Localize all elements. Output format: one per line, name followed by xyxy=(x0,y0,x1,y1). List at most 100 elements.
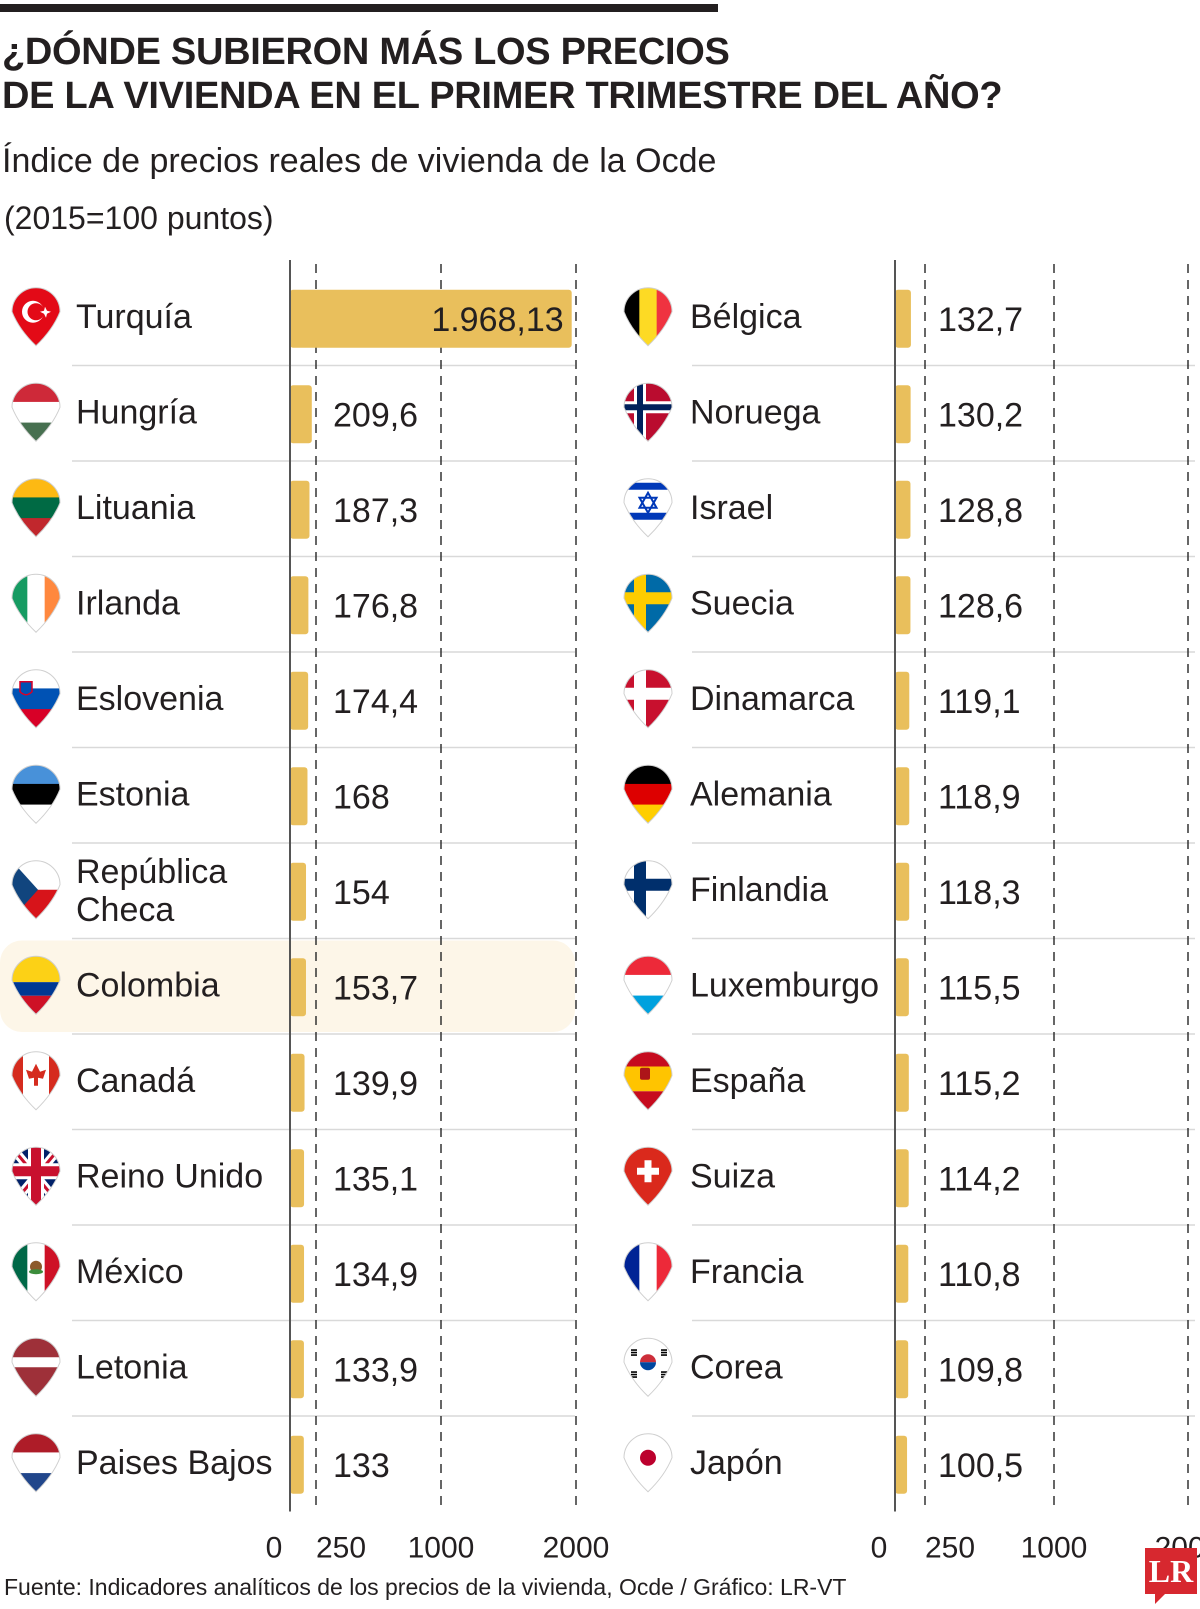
value-label: 109,8 xyxy=(938,1351,1023,1389)
country-label: Dinamarca xyxy=(690,680,854,718)
denmark-flag-icon xyxy=(623,669,673,729)
bar xyxy=(290,1244,305,1303)
country-label: Suiza xyxy=(690,1157,775,1195)
bar xyxy=(895,480,911,539)
title-line: DE LA VIVIENDA EN EL PRIMER TRIMESTRE DE… xyxy=(2,75,1003,117)
country-label: Colombia xyxy=(76,966,220,1004)
bar xyxy=(895,862,910,921)
estonia-flag-icon xyxy=(11,764,61,824)
country-label: Suecia xyxy=(690,584,794,622)
bar xyxy=(895,958,909,1017)
bar xyxy=(895,1053,909,1112)
belgium-flag-icon xyxy=(623,287,673,347)
mexico-flag-icon xyxy=(11,1242,61,1302)
value-label: 132,7 xyxy=(938,301,1023,339)
korea-flag-icon xyxy=(623,1337,673,1397)
tick-label: 250 xyxy=(316,1532,366,1565)
value-label: 174,4 xyxy=(333,683,418,721)
value-label: 115,2 xyxy=(938,1065,1021,1103)
bar xyxy=(895,1340,909,1399)
chart-subtitle: Índice de precios reales de vivienda de … xyxy=(2,142,717,180)
sweden-flag-icon xyxy=(623,573,673,633)
value-label: 133,9 xyxy=(333,1351,418,1389)
country-label: México xyxy=(76,1253,184,1291)
bar xyxy=(895,1435,908,1494)
bar xyxy=(895,767,910,826)
bar xyxy=(290,576,309,635)
bar xyxy=(895,1244,909,1303)
country-label: Letonia xyxy=(76,1348,188,1386)
bar xyxy=(290,767,308,826)
bar xyxy=(290,480,310,539)
bar xyxy=(895,385,911,444)
value-label: 118,9 xyxy=(938,778,1021,816)
lr-logo: LR xyxy=(1145,1548,1197,1594)
value-label: 128,6 xyxy=(938,587,1023,625)
value-label: 1.968,13 xyxy=(431,301,563,339)
tick-label: 1000 xyxy=(408,1532,475,1565)
finland-flag-icon xyxy=(623,860,673,920)
tick-label: 250 xyxy=(925,1532,975,1565)
highlight-row xyxy=(0,940,575,1032)
country-label: Corea xyxy=(690,1348,783,1386)
country-label: Estonia xyxy=(76,775,189,813)
israel-flag-icon xyxy=(623,478,673,538)
country-label: Japón xyxy=(690,1444,783,1482)
spain-flag-icon xyxy=(623,1051,673,1111)
norway-flag-icon xyxy=(623,382,673,442)
value-label: 154 xyxy=(333,874,390,912)
top-rule xyxy=(0,4,718,12)
bar xyxy=(290,1053,305,1112)
bar xyxy=(895,576,911,635)
bar xyxy=(895,289,911,348)
uk-flag-icon xyxy=(11,1146,61,1206)
value-label: 135,1 xyxy=(333,1160,418,1198)
bar xyxy=(290,1149,305,1208)
japan-flag-icon xyxy=(623,1433,673,1493)
bar xyxy=(290,289,572,348)
country-label: Canadá xyxy=(76,1062,195,1100)
bar xyxy=(290,958,306,1017)
value-label: 118,3 xyxy=(938,874,1021,912)
country-label: Luxemburgo xyxy=(690,966,879,1004)
ireland-flag-icon xyxy=(11,573,61,633)
bar xyxy=(290,385,312,444)
lr-logo-tail xyxy=(1155,1594,1165,1604)
tick-label: 2000 xyxy=(543,1532,610,1565)
bar xyxy=(895,671,910,730)
value-label: 209,6 xyxy=(333,396,418,434)
luxembourg-flag-icon xyxy=(623,955,673,1015)
country-label: Paises Bajos xyxy=(76,1444,273,1482)
value-label: 115,5 xyxy=(938,969,1021,1007)
value-label: 187,3 xyxy=(333,492,418,530)
chart-title: ¿DÓNDE SUBIERON MÁS LOS PRECIOS DE LA VI… xyxy=(2,30,1102,118)
country-label: República Checa xyxy=(76,853,227,929)
tick-label: 0 xyxy=(266,1532,283,1565)
value-label: 134,9 xyxy=(333,1256,418,1294)
value-label: 153,7 xyxy=(333,969,418,1007)
netherlands-flag-icon xyxy=(11,1433,61,1493)
country-label: España xyxy=(690,1062,805,1100)
country-label: Noruega xyxy=(690,393,821,431)
country-label: Irlanda xyxy=(76,584,180,622)
value-label: 139,9 xyxy=(333,1065,418,1103)
country-label: Eslovenia xyxy=(76,680,224,718)
value-label: 100,5 xyxy=(938,1447,1023,1485)
country-label: Reino Unido xyxy=(76,1157,263,1195)
country-label: Turquía xyxy=(76,298,192,336)
country-label: Israel xyxy=(690,489,773,527)
country-label: Francia xyxy=(690,1253,803,1291)
value-label: 114,2 xyxy=(938,1160,1021,1198)
country-label: Lituania xyxy=(76,489,195,527)
country-label: Alemania xyxy=(690,775,832,813)
country-label: Bélgica xyxy=(690,298,802,336)
country-label: Hungría xyxy=(76,393,197,431)
slovenia-flag-icon xyxy=(11,669,61,729)
bar xyxy=(290,671,309,730)
value-label: 133 xyxy=(333,1447,390,1485)
lithuania-flag-icon xyxy=(11,478,61,538)
tick-label: 1000 xyxy=(1021,1532,1088,1565)
value-label: 130,2 xyxy=(938,396,1023,434)
france-flag-icon xyxy=(623,1242,673,1302)
